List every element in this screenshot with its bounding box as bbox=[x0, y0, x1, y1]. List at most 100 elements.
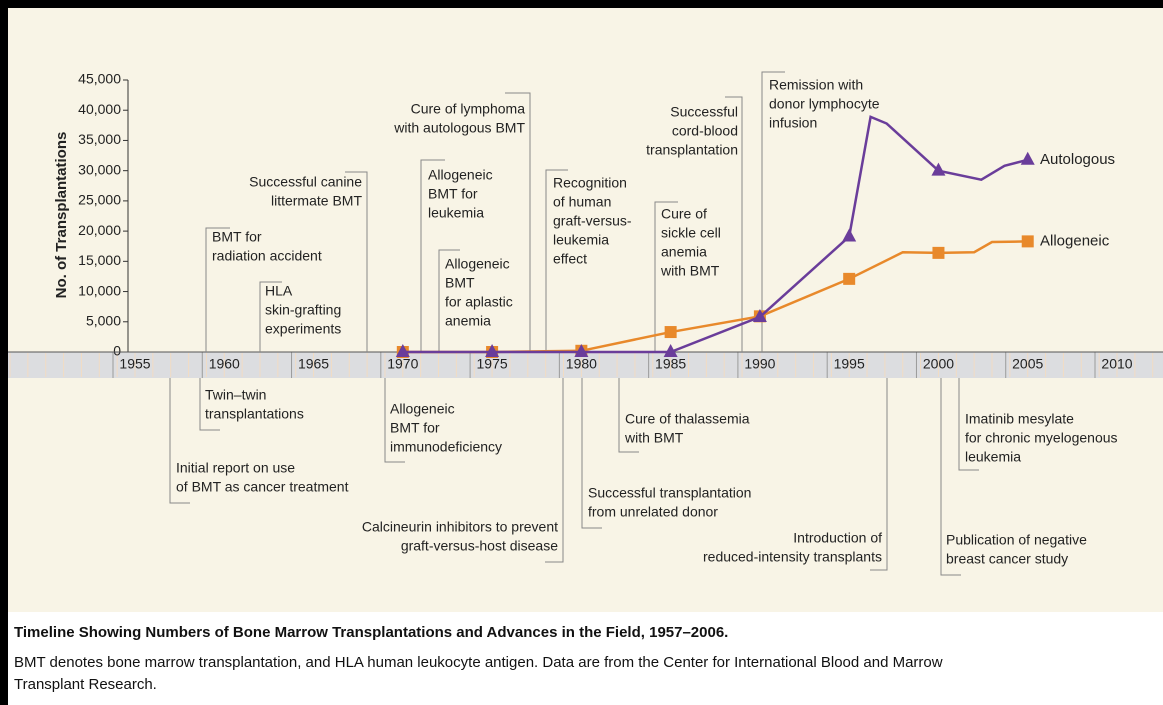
annotation-connector bbox=[505, 92, 531, 352]
data-point bbox=[931, 162, 946, 176]
annotation-text: anemia bbox=[661, 244, 707, 260]
annotation-connector bbox=[345, 171, 368, 352]
annotation-text: leukemia bbox=[428, 205, 484, 221]
caption-text: Transplant Research. bbox=[14, 676, 157, 693]
annotation-text: breast cancer study bbox=[946, 551, 1068, 567]
annotation-text: Publication of negative bbox=[946, 532, 1087, 548]
annotation-text: Allogeneic bbox=[428, 167, 493, 183]
x-tick-label: 1980 bbox=[566, 356, 597, 372]
data-point bbox=[663, 344, 678, 357]
annotation-text: reduced-intensity transplants bbox=[703, 549, 882, 565]
data-point bbox=[843, 272, 856, 285]
data-point bbox=[1020, 151, 1035, 165]
annotation-text: donor lymphocyte bbox=[769, 96, 880, 112]
annotation-text: Introduction of bbox=[793, 530, 882, 546]
annotation-text: Cure of lymphoma bbox=[411, 101, 526, 117]
annotation-text: Successful bbox=[670, 104, 738, 120]
annotation-connector bbox=[438, 249, 460, 352]
x-tick-label: 1995 bbox=[834, 356, 865, 372]
annotation-text: anemia bbox=[445, 313, 491, 329]
annotation-text: graft-versus-host disease bbox=[401, 538, 558, 554]
x-tick-label: 1975 bbox=[477, 356, 508, 372]
annotation-connector bbox=[725, 96, 743, 352]
y-tick-label: 45,000 bbox=[78, 71, 121, 87]
annotation-text: for aplastic bbox=[445, 294, 513, 310]
annotation-text: Twin–twin bbox=[205, 387, 266, 403]
annotation-text: skin-grafting bbox=[265, 302, 341, 318]
annotation-text: littermate BMT bbox=[271, 193, 362, 209]
y-tick-label: 10,000 bbox=[78, 282, 121, 298]
annotation-text: leukemia bbox=[553, 232, 609, 248]
annotation-text: transplantation bbox=[646, 142, 738, 158]
annotation-connector bbox=[940, 378, 961, 576]
y-axis-label: No. of Transplantations bbox=[53, 132, 70, 299]
x-tick-label: 2005 bbox=[1012, 356, 1043, 372]
caption-text: BMT denotes bone marrow transplantation,… bbox=[14, 654, 943, 671]
data-point bbox=[395, 344, 410, 357]
annotation-connector bbox=[199, 378, 220, 431]
caption-title: Timeline Showing Numbers of Bone Marrow … bbox=[14, 624, 729, 641]
annotation-connector bbox=[581, 378, 602, 529]
y-tick-label: 30,000 bbox=[78, 161, 121, 177]
y-tick-label: 25,000 bbox=[78, 192, 121, 208]
data-point bbox=[752, 308, 767, 322]
annotation-text: for chronic myelogenous bbox=[965, 430, 1118, 446]
annotation-text: with BMT bbox=[660, 263, 720, 279]
annotation-connector bbox=[761, 71, 785, 352]
annotation-text: Initial report on use bbox=[176, 460, 295, 476]
x-tick-label: 2010 bbox=[1101, 356, 1132, 372]
annotation-text: with BMT bbox=[624, 430, 684, 446]
annotation-text: transplantations bbox=[205, 406, 304, 422]
data-point bbox=[574, 344, 589, 357]
annotation-text: from unrelated donor bbox=[588, 504, 718, 520]
x-tick-label: 1955 bbox=[119, 356, 150, 372]
annotation-text: of BMT as cancer treatment bbox=[176, 479, 349, 495]
annotation-connector bbox=[618, 378, 639, 453]
data-point bbox=[664, 326, 677, 339]
x-tick-label: 1990 bbox=[744, 356, 775, 372]
annotation-text: BMT for bbox=[212, 229, 262, 245]
x-tick-label: 1960 bbox=[209, 356, 240, 372]
annotation-text: experiments bbox=[265, 321, 341, 337]
annotation-text: Calcineurin inhibitors to prevent bbox=[362, 519, 558, 535]
data-point bbox=[485, 344, 500, 357]
annotation-text: Cure of bbox=[661, 206, 707, 222]
annotation-text: leukemia bbox=[965, 449, 1021, 465]
annotation-text: Remission with bbox=[769, 77, 863, 93]
series-line bbox=[402, 115, 1029, 354]
annotation-connector bbox=[169, 378, 190, 504]
annotation-connector bbox=[420, 159, 445, 352]
y-tick-label: 40,000 bbox=[78, 101, 121, 117]
annotation-connector bbox=[958, 378, 979, 471]
y-tick-label: 35,000 bbox=[78, 131, 121, 147]
annotation-connector bbox=[545, 378, 564, 563]
annotation-text: Allogeneic bbox=[445, 256, 510, 272]
annotation-text: cord-blood bbox=[672, 123, 738, 139]
annotation-text: effect bbox=[553, 251, 587, 267]
annotation-text: graft-versus- bbox=[553, 213, 632, 229]
y-tick-label: 5,000 bbox=[86, 312, 121, 328]
annotation-connector bbox=[654, 201, 678, 352]
annotation-text: Successful transplantation bbox=[588, 485, 751, 501]
x-tick-label: 1970 bbox=[387, 356, 418, 372]
annotation-text: immunodeficiency bbox=[390, 439, 502, 455]
series-label: Allogeneic bbox=[1040, 232, 1110, 249]
figure: No. of Transplantations 0 5,000 10,000 15,0… bbox=[8, 8, 1163, 705]
annotation-text: Recognition bbox=[553, 175, 627, 191]
annotation-text: of human bbox=[553, 194, 611, 210]
x-tick-label: 1985 bbox=[655, 356, 686, 372]
y-tick-label: 20,000 bbox=[78, 222, 121, 238]
annotation-text: Imatinib mesylate bbox=[965, 411, 1074, 427]
data-point bbox=[842, 228, 857, 242]
annotation-text: with autologous BMT bbox=[393, 120, 525, 136]
annotation-text: Cure of thalassemia bbox=[625, 411, 750, 427]
annotation-text: Successful canine bbox=[249, 174, 362, 190]
x-tick-label: 2000 bbox=[923, 356, 954, 372]
annotation-text: Allogeneic bbox=[390, 401, 455, 417]
data-point bbox=[932, 246, 945, 259]
y-tick-label: 15,000 bbox=[78, 252, 121, 268]
annotation-connector bbox=[259, 281, 282, 352]
y-tick-label: 0 bbox=[113, 343, 121, 359]
annotation-text: BMT for bbox=[428, 186, 478, 202]
chart: No. of Transplantations 0 5,000 10,000 15,0… bbox=[8, 8, 1163, 612]
